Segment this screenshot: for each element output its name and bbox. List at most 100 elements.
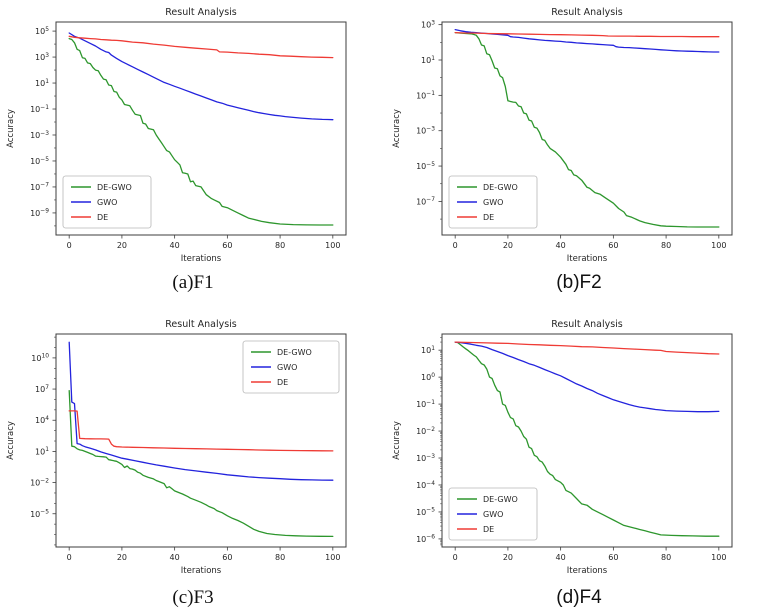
y-tick-label: 100 bbox=[421, 373, 435, 382]
series-line-gwo bbox=[68, 32, 334, 121]
x-tick-label: 20 bbox=[503, 241, 513, 250]
legend-label-de-gwo: DE-GWO bbox=[483, 183, 518, 192]
y-tick-label: 10−5 bbox=[30, 510, 49, 519]
x-tick-label: 40 bbox=[556, 241, 566, 250]
y-tick-label: 10−1 bbox=[30, 105, 49, 114]
x-tick-label: 100 bbox=[711, 553, 726, 562]
x-tick-label: 60 bbox=[608, 241, 618, 250]
axis-ticks: 0 20 40 60 80 100 105 103 101 10−1 10−3 10−5 10−7 10−… bbox=[30, 27, 340, 250]
legend-label-gwo: GWO bbox=[97, 198, 117, 207]
axis-ticks: 0 20 40 60 80 100 1010 107 104 101 10−2 10−5 bbox=[30, 336, 340, 562]
series-lines bbox=[454, 28, 720, 228]
legend: DE-GWO GWO DE bbox=[448, 175, 538, 229]
legend-label-gwo: GWO bbox=[483, 510, 503, 519]
plot-border bbox=[441, 21, 733, 236]
x-tick-label: 80 bbox=[275, 241, 285, 250]
chart-title: Result Analysis bbox=[551, 319, 623, 330]
legend-label-de-gwo: DE-GWO bbox=[483, 495, 518, 504]
y-axis-label: Accuracy bbox=[6, 109, 16, 148]
x-tick-label: 20 bbox=[117, 553, 127, 562]
y-tick-label: 104 bbox=[35, 416, 49, 425]
y-tick-label: 1010 bbox=[31, 354, 49, 363]
legend-box bbox=[62, 175, 152, 229]
y-tick-label: 10−5 bbox=[416, 162, 435, 171]
series-line-de bbox=[454, 341, 720, 355]
axis-ticks: 0 20 40 60 80 100 101 100 10−1 10−2 10−3 10−4 10−5 10… bbox=[416, 337, 726, 562]
subplot-c-f3: Result Analysis Iterations Accuracy 0 20 40 60… bbox=[0, 300, 386, 613]
y-tick-label: 10−5 bbox=[416, 508, 435, 517]
plot-border bbox=[441, 333, 733, 548]
subplot-a-f1: Result Analysis Iterations Accuracy 0 20 40 60… bbox=[0, 0, 386, 300]
x-tick-label: 0 bbox=[453, 553, 458, 562]
x-axis-label: Iterations bbox=[181, 566, 222, 576]
subplot-d-f4-caption: (d)F4 bbox=[556, 587, 602, 608]
legend: DE-GWO GWO DE bbox=[242, 340, 340, 394]
series-lines bbox=[68, 341, 334, 538]
y-tick-label: 101 bbox=[35, 79, 49, 88]
series-lines bbox=[68, 32, 334, 226]
x-tick-label: 80 bbox=[661, 241, 671, 250]
y-tick-label: 107 bbox=[35, 385, 49, 394]
y-tick-label: 101 bbox=[35, 447, 49, 456]
x-tick-label: 40 bbox=[556, 553, 566, 562]
subplot-d-f4: Result Analysis Iterations Accuracy 0 20 40 60… bbox=[386, 300, 772, 613]
y-tick-label: 10−3 bbox=[30, 131, 49, 140]
subplot-c-f3-canvas: Result Analysis Iterations Accuracy 0 20 40 60… bbox=[6, 319, 347, 576]
x-tick-label: 0 bbox=[67, 553, 72, 562]
plot-border bbox=[55, 21, 347, 236]
y-axis-label: Accuracy bbox=[6, 421, 16, 460]
x-axis-label: Iterations bbox=[567, 566, 608, 576]
legend-box bbox=[448, 487, 538, 541]
legend-label-de-gwo: DE-GWO bbox=[277, 348, 312, 357]
subplot-c-f3-caption: (c)F3 bbox=[172, 587, 214, 608]
x-tick-label: 40 bbox=[170, 241, 180, 250]
chart-title: Result Analysis bbox=[165, 319, 237, 330]
x-tick-label: 40 bbox=[170, 553, 180, 562]
series-line-de bbox=[68, 35, 334, 59]
legend: DE-GWO GWO DE bbox=[448, 487, 538, 541]
y-tick-label: 10−3 bbox=[416, 127, 435, 136]
y-tick-label: 103 bbox=[421, 20, 435, 29]
legend-label-de: DE bbox=[277, 378, 288, 387]
subplot-b-f2: Result Analysis Iterations Accuracy 0 20 40 60… bbox=[386, 0, 772, 300]
x-tick-label: 0 bbox=[453, 241, 458, 250]
x-tick-label: 100 bbox=[325, 553, 340, 562]
series-line-de bbox=[68, 410, 334, 452]
x-tick-label: 100 bbox=[325, 241, 340, 250]
legend-label-de-gwo: DE-GWO bbox=[97, 183, 132, 192]
series-line-gwo bbox=[454, 341, 720, 413]
legend-box bbox=[448, 175, 538, 229]
y-axis-label: Accuracy bbox=[392, 421, 402, 460]
x-tick-label: 20 bbox=[503, 553, 513, 562]
y-axis-label: Accuracy bbox=[392, 109, 402, 148]
legend-label-de: DE bbox=[483, 213, 494, 222]
y-tick-label: 10−1 bbox=[416, 91, 435, 100]
series-line-de-gwo bbox=[68, 37, 334, 226]
series-lines bbox=[454, 341, 720, 537]
y-tick-label: 10−7 bbox=[416, 197, 435, 206]
y-tick-label: 101 bbox=[421, 346, 435, 355]
series-line-de-gwo bbox=[68, 389, 334, 538]
legend: DE-GWO GWO DE bbox=[62, 175, 152, 229]
axis-ticks: 0 20 40 60 80 100 103 101 10−1 10−3 10−5 10−7 bbox=[416, 20, 726, 250]
y-tick-label: 103 bbox=[35, 53, 49, 62]
subplot-b-f2-canvas: Result Analysis Iterations Accuracy 0 20 40 60… bbox=[392, 7, 733, 264]
legend-label-gwo: GWO bbox=[277, 363, 297, 372]
y-tick-label: 10−6 bbox=[416, 535, 435, 544]
series-line-gwo bbox=[454, 28, 720, 53]
subplot-d-f4-canvas: Result Analysis Iterations Accuracy 0 20 40 60… bbox=[392, 319, 733, 576]
legend-label-de: DE bbox=[97, 213, 108, 222]
x-tick-label: 20 bbox=[117, 241, 127, 250]
legend-label-de: DE bbox=[483, 525, 494, 534]
series-line-de-gwo bbox=[454, 341, 720, 537]
x-axis-label: Iterations bbox=[181, 254, 222, 264]
subplot-a-f1-caption: (a)F1 bbox=[172, 272, 214, 293]
x-tick-label: 80 bbox=[275, 553, 285, 562]
x-tick-label: 100 bbox=[711, 241, 726, 250]
y-tick-label: 10−2 bbox=[416, 427, 435, 436]
legend-box bbox=[242, 340, 340, 394]
series-line-gwo bbox=[68, 341, 334, 481]
series-line-de bbox=[454, 31, 720, 38]
legend-label-gwo: GWO bbox=[483, 198, 503, 207]
